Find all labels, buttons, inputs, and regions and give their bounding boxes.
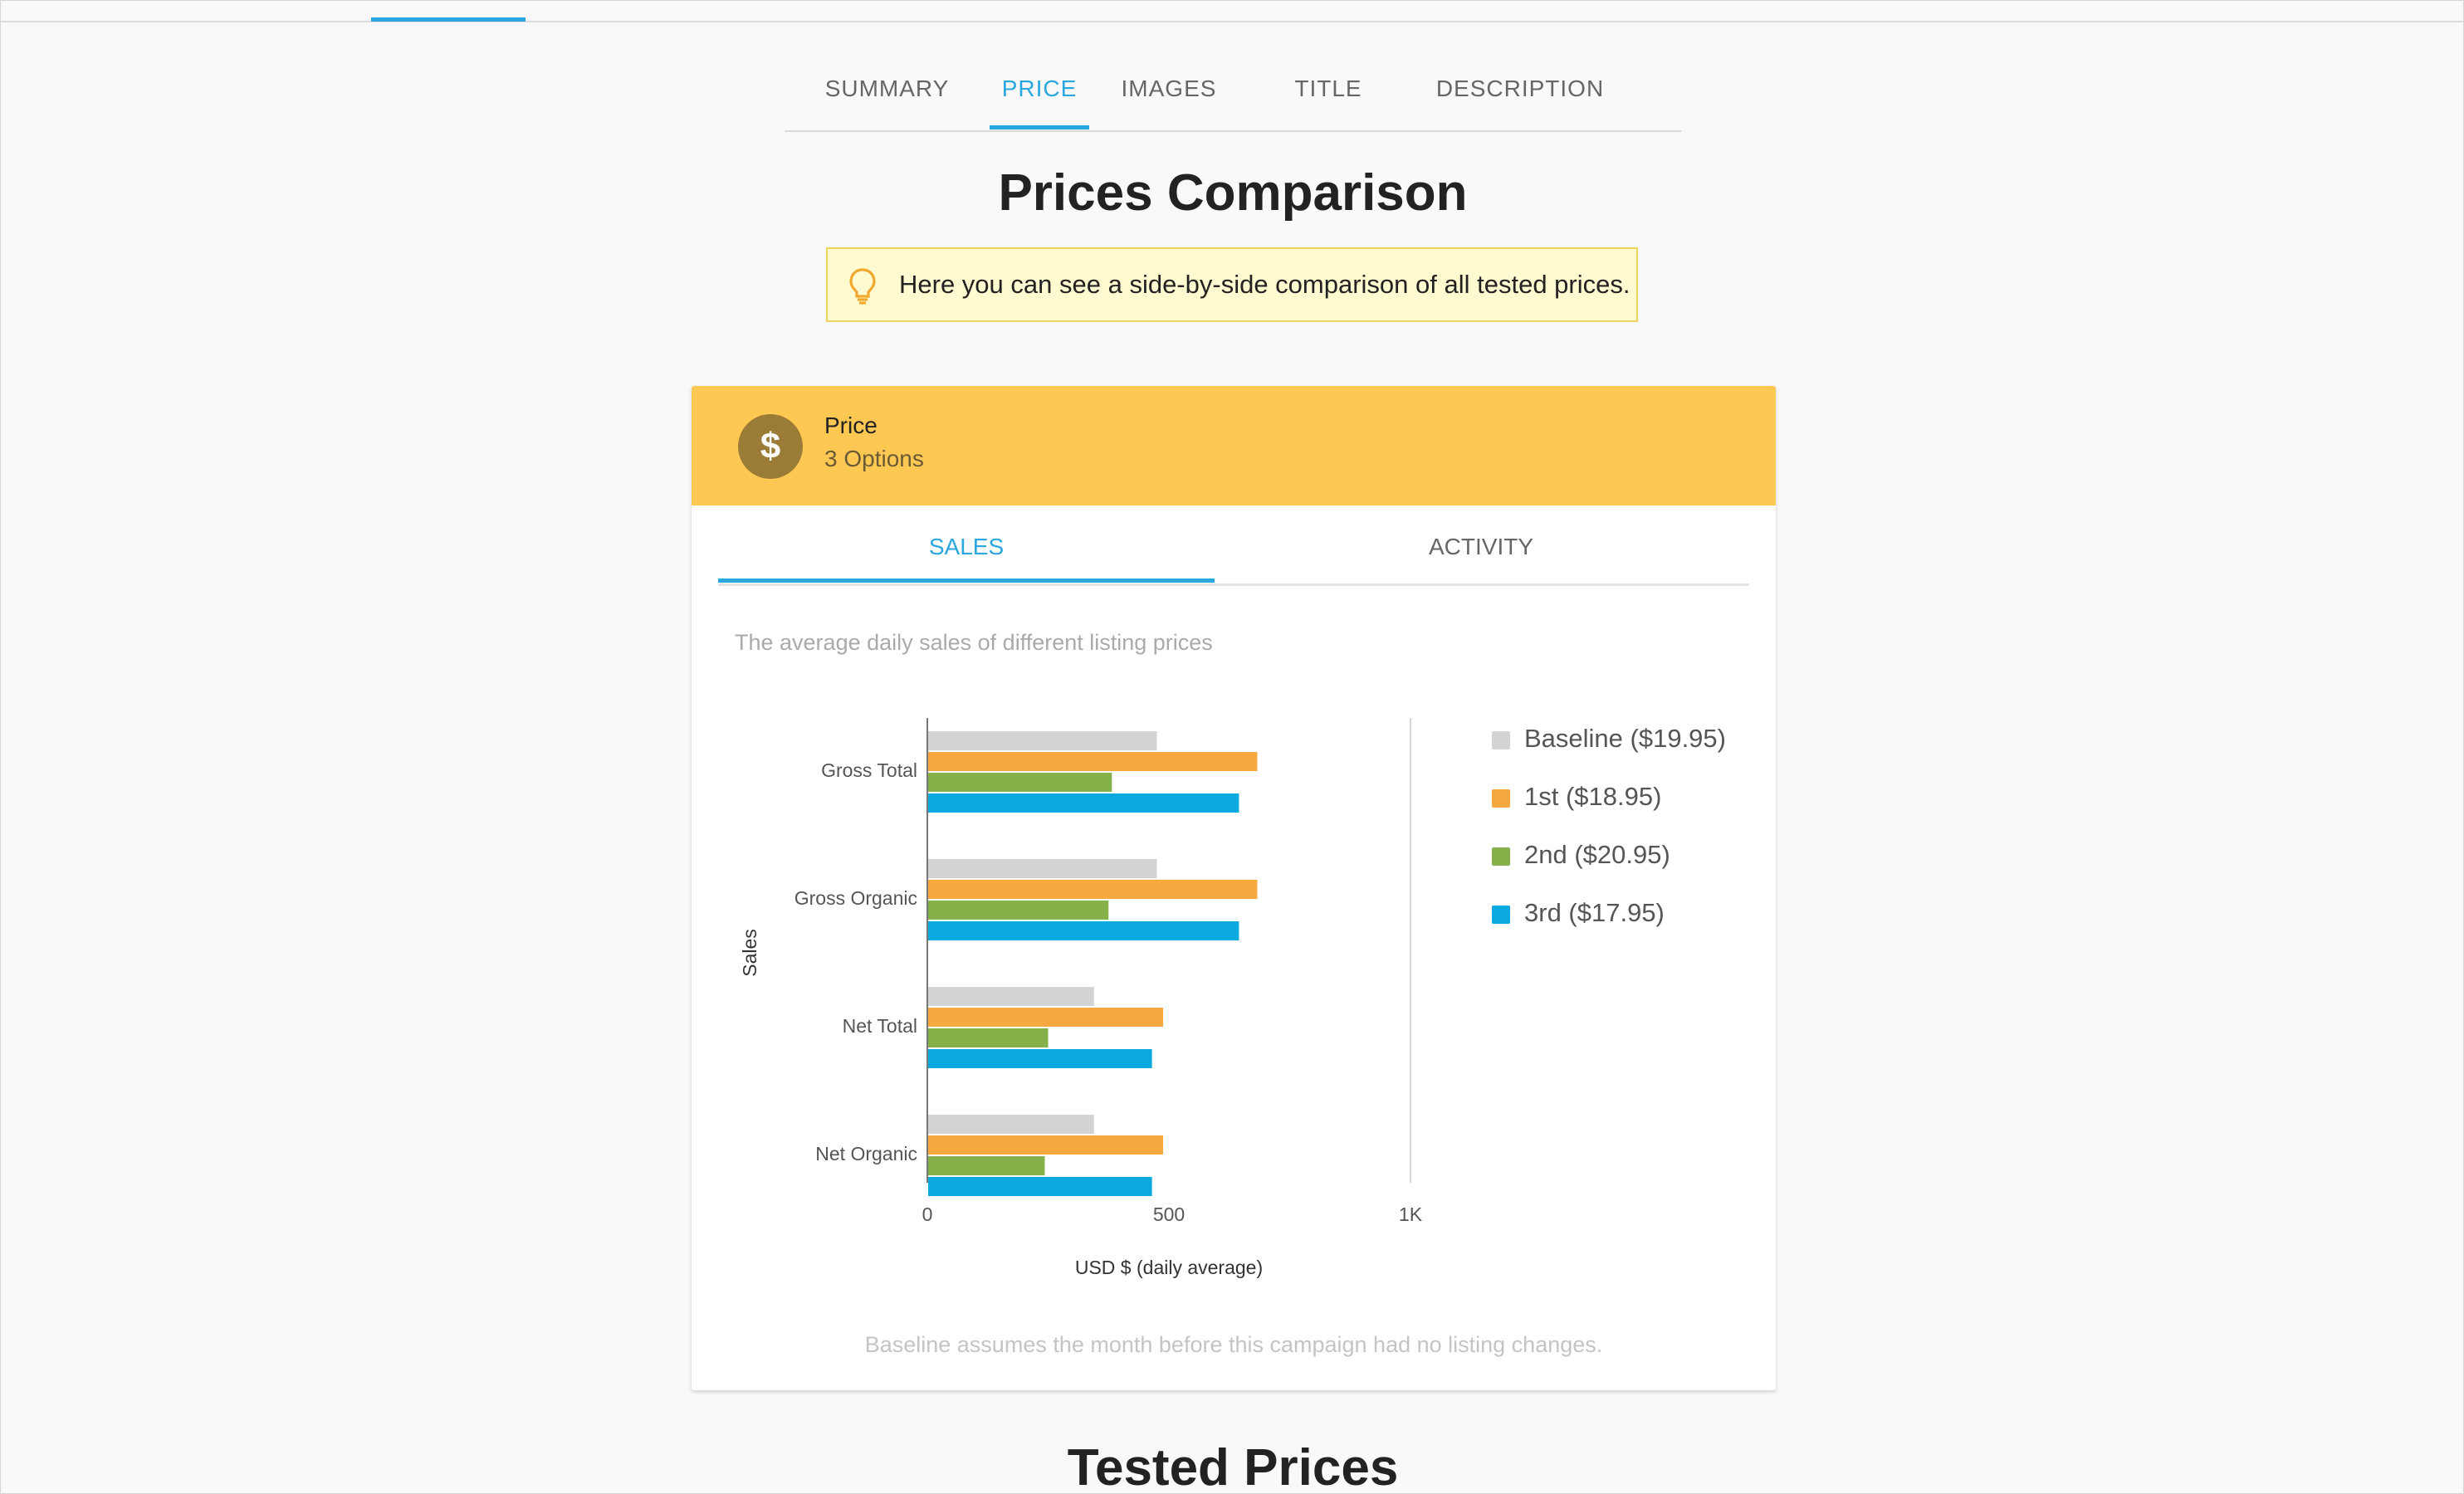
dollar-icon: $: [738, 414, 803, 479]
bar-gross-total-4: [928, 793, 1239, 813]
sub-tab-indicator: [718, 579, 1215, 583]
bar-gross-organic-2: [928, 880, 1258, 899]
x-axis-title: USD $ (daily average): [1075, 1257, 1263, 1278]
legend-swatch-3: [1492, 847, 1510, 866]
tip-text: Here you can see a side-by-side comparis…: [899, 270, 1630, 299]
tab-summary[interactable]: SUMMARY: [824, 76, 950, 101]
bar-gross-organic-1: [928, 859, 1157, 878]
y-axis-title: Sales: [739, 929, 760, 977]
bar-net-total-4: [928, 1049, 1152, 1068]
legend-swatch-1: [1492, 731, 1510, 749]
x-tick-label: 1K: [1399, 1204, 1423, 1225]
tab-activity[interactable]: ACTIVITY: [1428, 534, 1533, 559]
bar-gross-organic-4: [928, 921, 1239, 940]
card-header: $ Price 3 Options: [692, 386, 1776, 505]
bar-net-organic-1: [928, 1115, 1094, 1134]
chart-footnote: Baseline assumes the month before this c…: [864, 1332, 1603, 1357]
y-tick-label: Gross Organic: [794, 887, 917, 909]
chart-caption: The average daily sales of different lis…: [735, 630, 1213, 655]
x-tick-label: 0: [922, 1204, 933, 1225]
bar-net-organic-4: [928, 1177, 1152, 1196]
top-divider: [1, 21, 2463, 22]
bar-net-total-3: [928, 1028, 1049, 1047]
tab-title[interactable]: TITLE: [1294, 76, 1362, 101]
legend-label-3: 2nd ($20.95): [1524, 840, 1670, 869]
page-title: Prices Comparison: [998, 164, 1468, 222]
bar-gross-total-1: [928, 731, 1157, 750]
bar-net-total-1: [928, 987, 1094, 1006]
bar-gross-total-2: [928, 752, 1258, 771]
active-tab-indicator: [990, 125, 1089, 129]
card-title: Price: [824, 413, 878, 438]
bar-net-organic-3: [928, 1156, 1045, 1175]
tab-sales[interactable]: SALES: [928, 534, 1005, 559]
x-tick-label: 500: [1153, 1204, 1185, 1225]
price-card: $ Price 3 Options SALES ACTIVITY The ave…: [692, 386, 1776, 1390]
y-tick-label: Net Organic: [815, 1143, 917, 1164]
tab-price[interactable]: PRICE: [1001, 76, 1078, 101]
legend-label-4: 3rd ($17.95): [1524, 898, 1665, 927]
bar-gross-total-3: [928, 773, 1112, 792]
legend-label-1: Baseline ($19.95): [1524, 724, 1726, 753]
bar-gross-organic-3: [928, 901, 1109, 920]
top-active-indicator: [371, 17, 526, 22]
y-tick-label: Net Total: [843, 1015, 917, 1037]
legend-label-2: 1st ($18.95): [1524, 782, 1661, 811]
y-tick-label: Gross Total: [821, 759, 917, 781]
tab-description[interactable]: DESCRIPTION: [1435, 76, 1605, 101]
legend-swatch-2: [1492, 789, 1510, 808]
tip-banner: Here you can see a side-by-side comparis…: [826, 247, 1638, 322]
tab-images[interactable]: IMAGES: [1121, 76, 1217, 101]
bar-net-total-2: [928, 1008, 1164, 1027]
lightbulb-icon: [849, 268, 876, 305]
legend-swatch-4: [1492, 906, 1510, 924]
section-title: Tested Prices: [1067, 1439, 1399, 1494]
chart-tabs: SALES ACTIVITY: [718, 505, 1749, 586]
bar-net-organic-2: [928, 1135, 1164, 1155]
sales-bar-chart: Gross Total Gross Organic Net Total Net Org…: [739, 718, 1726, 1278]
section-tabs: SUMMARY PRICE IMAGES TITLE DESCRIPTION: [785, 64, 1681, 132]
card-subtitle: 3 Options: [824, 446, 924, 471]
